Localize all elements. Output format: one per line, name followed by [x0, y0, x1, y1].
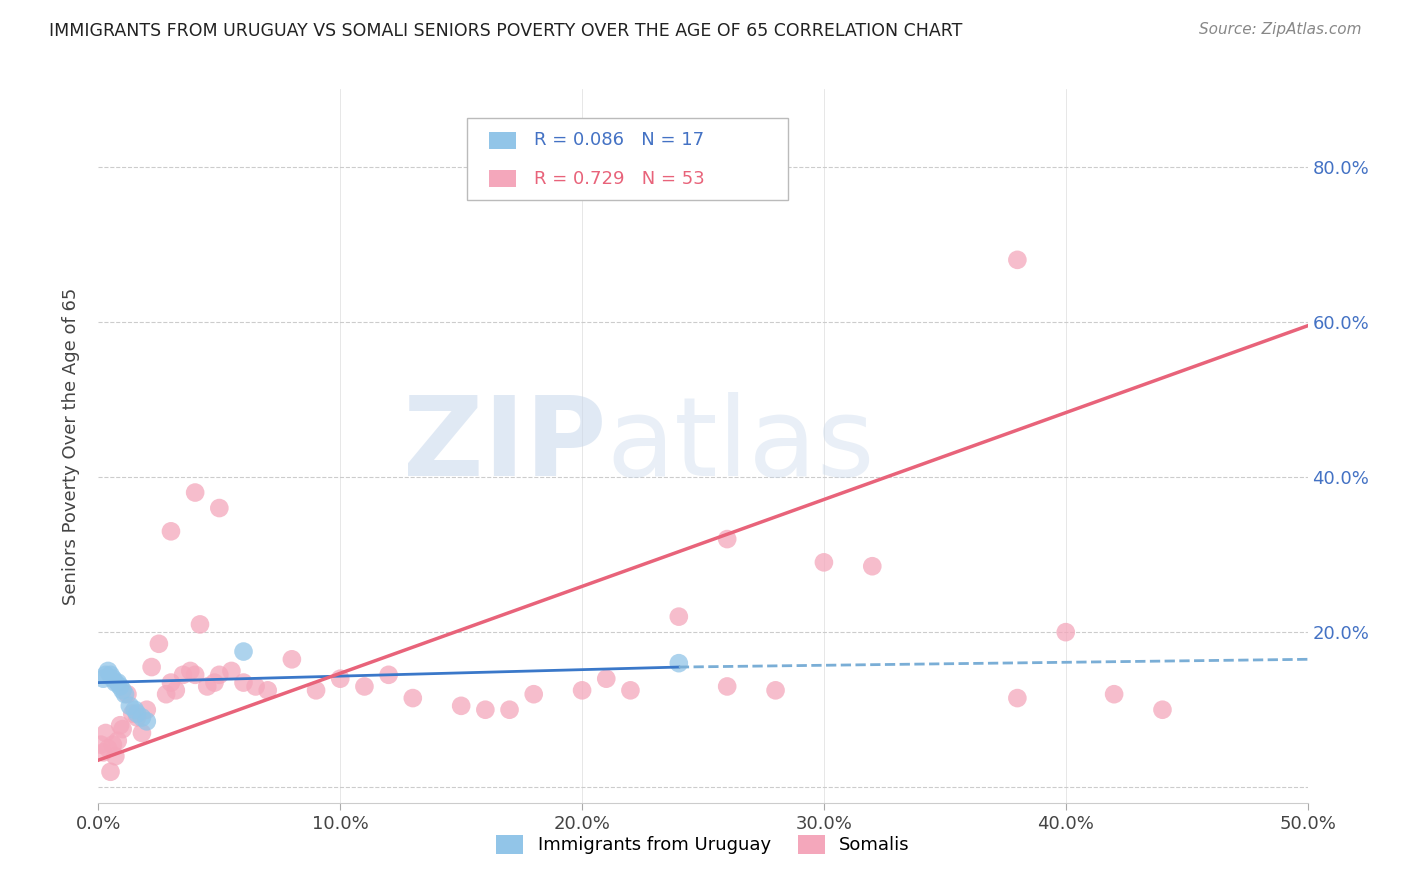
- Point: [117, 687, 139, 701]
- Point: [97, 741, 120, 756]
- Point: [108, 680, 131, 694]
- Point: [94, 668, 117, 682]
- Point: [124, 703, 146, 717]
- Bar: [489, 132, 516, 149]
- Point: [104, 675, 127, 690]
- Point: [860, 559, 883, 574]
- Point: [184, 485, 207, 500]
- Point: [329, 672, 352, 686]
- Point: [114, 687, 136, 701]
- Point: [91, 672, 114, 686]
- Point: [101, 672, 124, 686]
- Text: IMMIGRANTS FROM URUGUAY VS SOMALI SENIORS POVERTY OVER THE AGE OF 65 CORRELATION: IMMIGRANTS FROM URUGUAY VS SOMALI SENIOR…: [49, 22, 963, 40]
- Point: [498, 703, 520, 717]
- Text: R = 0.086   N = 17: R = 0.086 N = 17: [534, 131, 704, 149]
- Point: [232, 675, 254, 690]
- Point: [107, 675, 129, 690]
- Point: [204, 675, 226, 690]
- Y-axis label: Seniors Poverty Over the Age of 65: Seniors Poverty Over the Age of 65: [62, 287, 80, 605]
- Point: [619, 683, 641, 698]
- Text: ZIP: ZIP: [404, 392, 606, 500]
- Point: [104, 749, 127, 764]
- Point: [716, 680, 738, 694]
- Point: [141, 660, 163, 674]
- Point: [1007, 252, 1029, 267]
- Point: [595, 672, 617, 686]
- Text: Source: ZipAtlas.com: Source: ZipAtlas.com: [1198, 22, 1361, 37]
- Point: [111, 683, 134, 698]
- Point: [160, 675, 183, 690]
- Point: [107, 733, 129, 747]
- Point: [155, 687, 177, 701]
- Point: [245, 680, 267, 694]
- Point: [91, 745, 114, 759]
- Point: [402, 691, 425, 706]
- Point: [668, 609, 690, 624]
- Point: [165, 683, 187, 698]
- Point: [94, 726, 117, 740]
- Bar: [489, 170, 516, 187]
- Point: [127, 710, 149, 724]
- Point: [131, 726, 153, 740]
- Point: [1054, 625, 1077, 640]
- Point: [100, 764, 122, 779]
- Point: [179, 664, 201, 678]
- Point: [188, 617, 211, 632]
- Point: [131, 710, 153, 724]
- Point: [256, 683, 278, 698]
- Point: [121, 706, 143, 721]
- Point: [353, 680, 375, 694]
- Point: [1152, 703, 1174, 717]
- FancyBboxPatch shape: [467, 118, 787, 200]
- Point: [184, 668, 207, 682]
- Point: [716, 532, 738, 546]
- Point: [160, 524, 183, 539]
- Point: [765, 683, 787, 698]
- Point: [232, 644, 254, 658]
- Text: R = 0.729   N = 53: R = 0.729 N = 53: [534, 170, 704, 188]
- Point: [101, 738, 124, 752]
- Point: [305, 683, 328, 698]
- Point: [523, 687, 546, 701]
- Point: [474, 703, 496, 717]
- Point: [668, 656, 690, 670]
- Legend: Immigrants from Uruguay, Somalis: Immigrants from Uruguay, Somalis: [489, 828, 917, 862]
- Point: [118, 698, 141, 713]
- Point: [571, 683, 593, 698]
- Point: [377, 668, 399, 682]
- Point: [97, 664, 120, 678]
- Point: [1102, 687, 1125, 701]
- Point: [111, 722, 134, 736]
- Text: atlas: atlas: [606, 392, 875, 500]
- Point: [813, 555, 835, 569]
- Point: [135, 714, 157, 729]
- Point: [208, 501, 231, 516]
- Point: [172, 668, 194, 682]
- Point: [450, 698, 472, 713]
- Point: [1007, 691, 1029, 706]
- Point: [135, 703, 157, 717]
- Point: [108, 718, 131, 732]
- Point: [90, 738, 112, 752]
- Point: [148, 637, 170, 651]
- Point: [100, 668, 122, 682]
- Point: [208, 668, 231, 682]
- Point: [221, 664, 243, 678]
- Point: [195, 680, 218, 694]
- Point: [127, 706, 149, 721]
- Point: [281, 652, 304, 666]
